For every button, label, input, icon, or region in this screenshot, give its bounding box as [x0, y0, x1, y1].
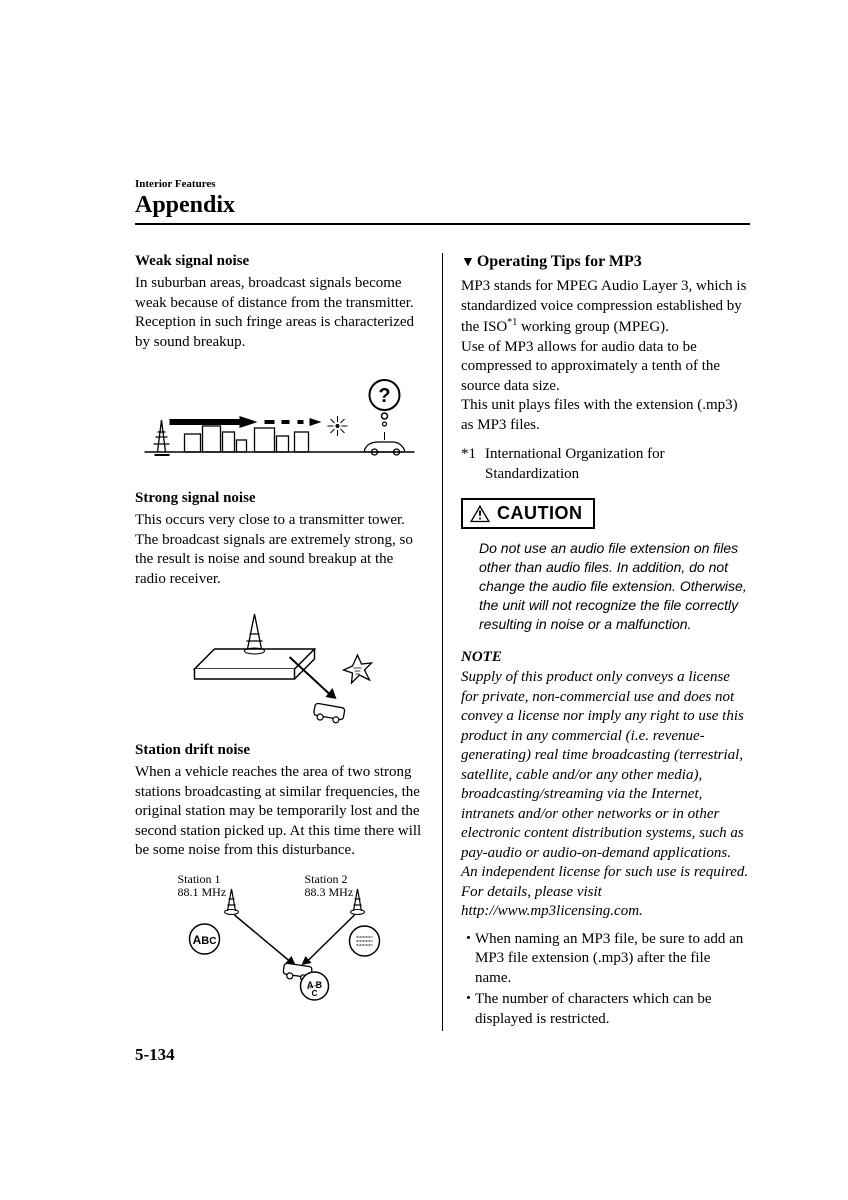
svg-text:ABC: ABC	[193, 933, 217, 947]
page-title: Appendix	[135, 192, 750, 219]
left-column: Weak signal noise In suburban areas, bro…	[135, 253, 442, 1031]
strong-signal-illustration-icon	[135, 599, 424, 724]
bullet-marker-icon: ・	[461, 990, 475, 1029]
bullet-marker-icon: ・	[461, 930, 475, 989]
station-drift-body: When a vehicle reaches the area of two s…	[135, 763, 424, 861]
footnote-text-line2: Standardization	[461, 465, 750, 485]
mp3-tips-heading: Operating Tips for MP3	[461, 253, 750, 271]
strong-signal-figure	[135, 599, 424, 724]
station-drift-heading: Station drift noise	[135, 742, 424, 759]
strong-signal-body: This occurs very close to a transmitter …	[135, 511, 424, 589]
mp3-intro-paragraph: MP3 stands for MPEG Audio Layer 3, which…	[461, 277, 750, 338]
header-rule	[135, 223, 750, 225]
note-body: Supply of this product only conveys a li…	[461, 668, 750, 922]
list-item: ・ The number of characters which can be …	[461, 990, 750, 1029]
svg-text:C: C	[312, 989, 318, 998]
station1-freq: 88.1 MHz	[178, 885, 227, 899]
svg-text:?: ?	[378, 385, 390, 407]
warning-triangle-icon	[469, 504, 491, 524]
station-drift-illustration-icon: Station 1 88.1 MHz Station 2 88.3 MHz	[135, 871, 424, 1001]
list-item: ・ When naming an MP3 file, be sure to ad…	[461, 930, 750, 989]
page-header: Interior Features Appendix	[135, 178, 750, 225]
right-column: Operating Tips for MP3 MP3 stands for MP…	[442, 253, 750, 1031]
bullet-list: ・ When naming an MP3 file, be sure to ad…	[461, 930, 750, 1030]
breadcrumb: Interior Features	[135, 178, 750, 190]
station1-label: Station 1	[178, 872, 221, 886]
weak-signal-illustration-icon: ?	[135, 362, 424, 472]
caution-box: CAUTION	[461, 498, 595, 529]
mp3-intro-sup: *1	[507, 317, 517, 328]
weak-signal-heading: Weak signal noise	[135, 253, 424, 270]
footnote-text: International Organization for	[485, 446, 665, 462]
page-number: 5-134	[135, 1045, 175, 1065]
caution-body: Do not use an audio file extension on fi…	[461, 539, 750, 633]
station2-label: Station 2	[305, 872, 348, 886]
bullet-text: When naming an MP3 file, be sure to add …	[475, 930, 750, 989]
footnote: *1International Organization for Standar…	[461, 445, 750, 484]
caution-label: CAUTION	[497, 503, 583, 524]
bullet-text: The number of characters which can be di…	[475, 990, 750, 1029]
two-column-layout: Weak signal noise In suburban areas, bro…	[135, 253, 750, 1031]
mp3-intro-p2: Use of MP3 allows for audio data to be c…	[461, 338, 750, 397]
mp3-intro-p3: This unit plays files with the extension…	[461, 396, 750, 435]
footnote-label: *1	[461, 445, 485, 465]
mp3-intro-p1b: working group (MPEG).	[517, 319, 669, 335]
weak-signal-figure: ?	[135, 362, 424, 472]
station2-freq: 88.3 MHz	[305, 885, 354, 899]
strong-signal-heading: Strong signal noise	[135, 490, 424, 507]
station-drift-figure: Station 1 88.1 MHz Station 2 88.3 MHz	[135, 871, 424, 1001]
note-heading: NOTE	[461, 649, 750, 666]
weak-signal-body: In suburban areas, broadcast signals bec…	[135, 274, 424, 352]
